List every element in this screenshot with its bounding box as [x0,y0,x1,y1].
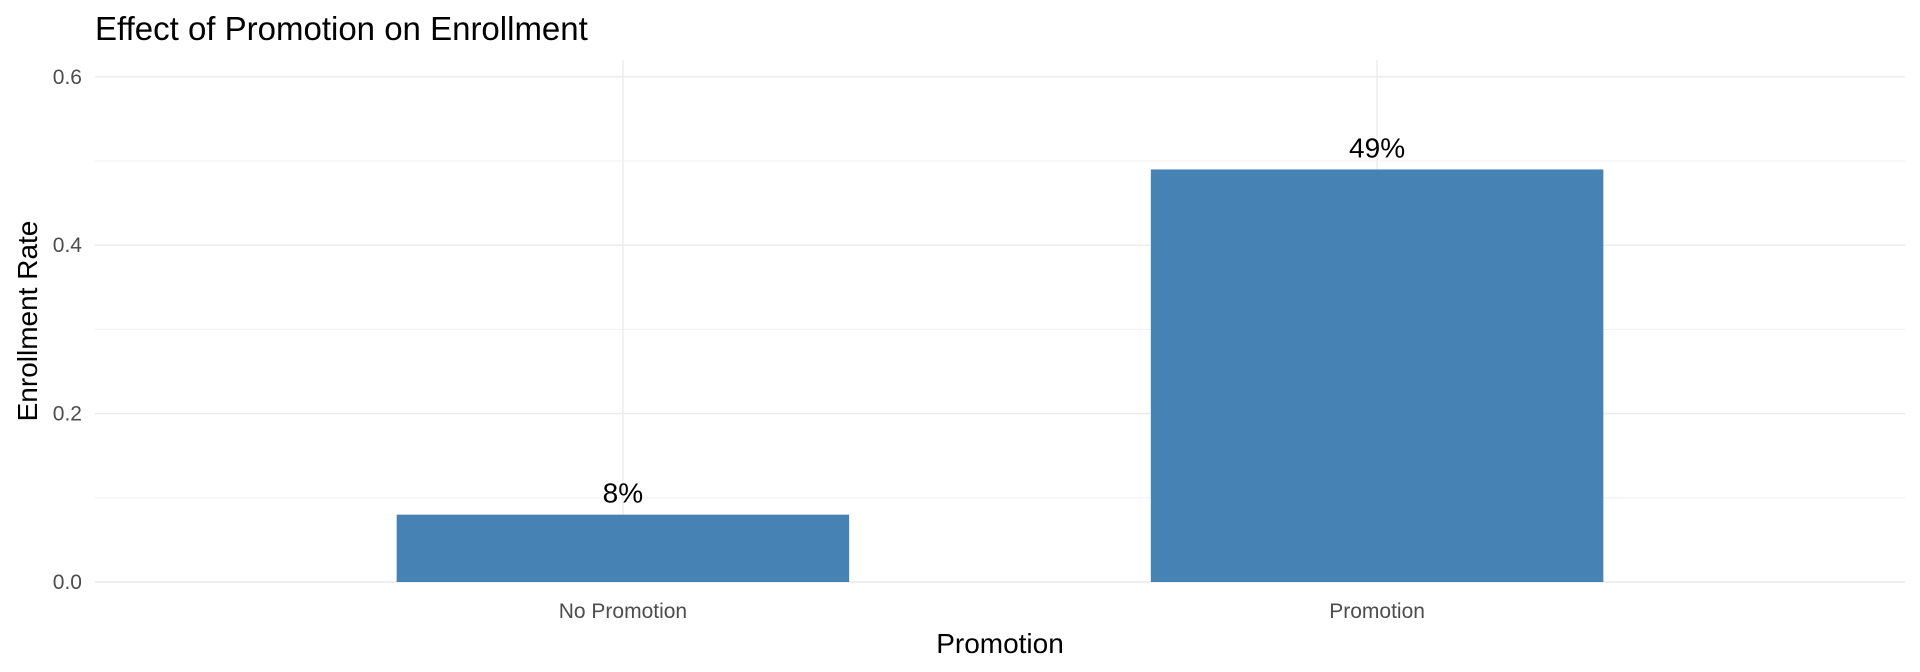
y-tick-label: 0.0 [53,571,82,594]
bar [396,514,850,582]
bar [1150,169,1604,583]
x-axis-ticks: No Promotion Promotion [559,600,1425,623]
y-tick-label: 0.2 [53,403,82,426]
y-axis-title: Enrollment Rate [12,221,43,422]
bar-data-label: 49% [1349,132,1405,163]
x-tick-label: Promotion [1329,600,1425,623]
y-tick-label: 0.4 [53,234,83,257]
bar-data-label: 8% [603,478,643,509]
bars [396,169,1604,583]
x-tick-label: No Promotion [559,600,687,623]
y-axis-ticks: 0.0 0.2 0.4 0.6 [53,66,83,594]
y-tick-label: 0.6 [53,66,82,89]
grid-lines [95,60,1905,583]
data-labels: 8% 49% [603,132,1405,508]
chart-title: Effect of Promotion on Enrollment [95,10,588,47]
x-axis-title: Promotion [936,628,1064,659]
